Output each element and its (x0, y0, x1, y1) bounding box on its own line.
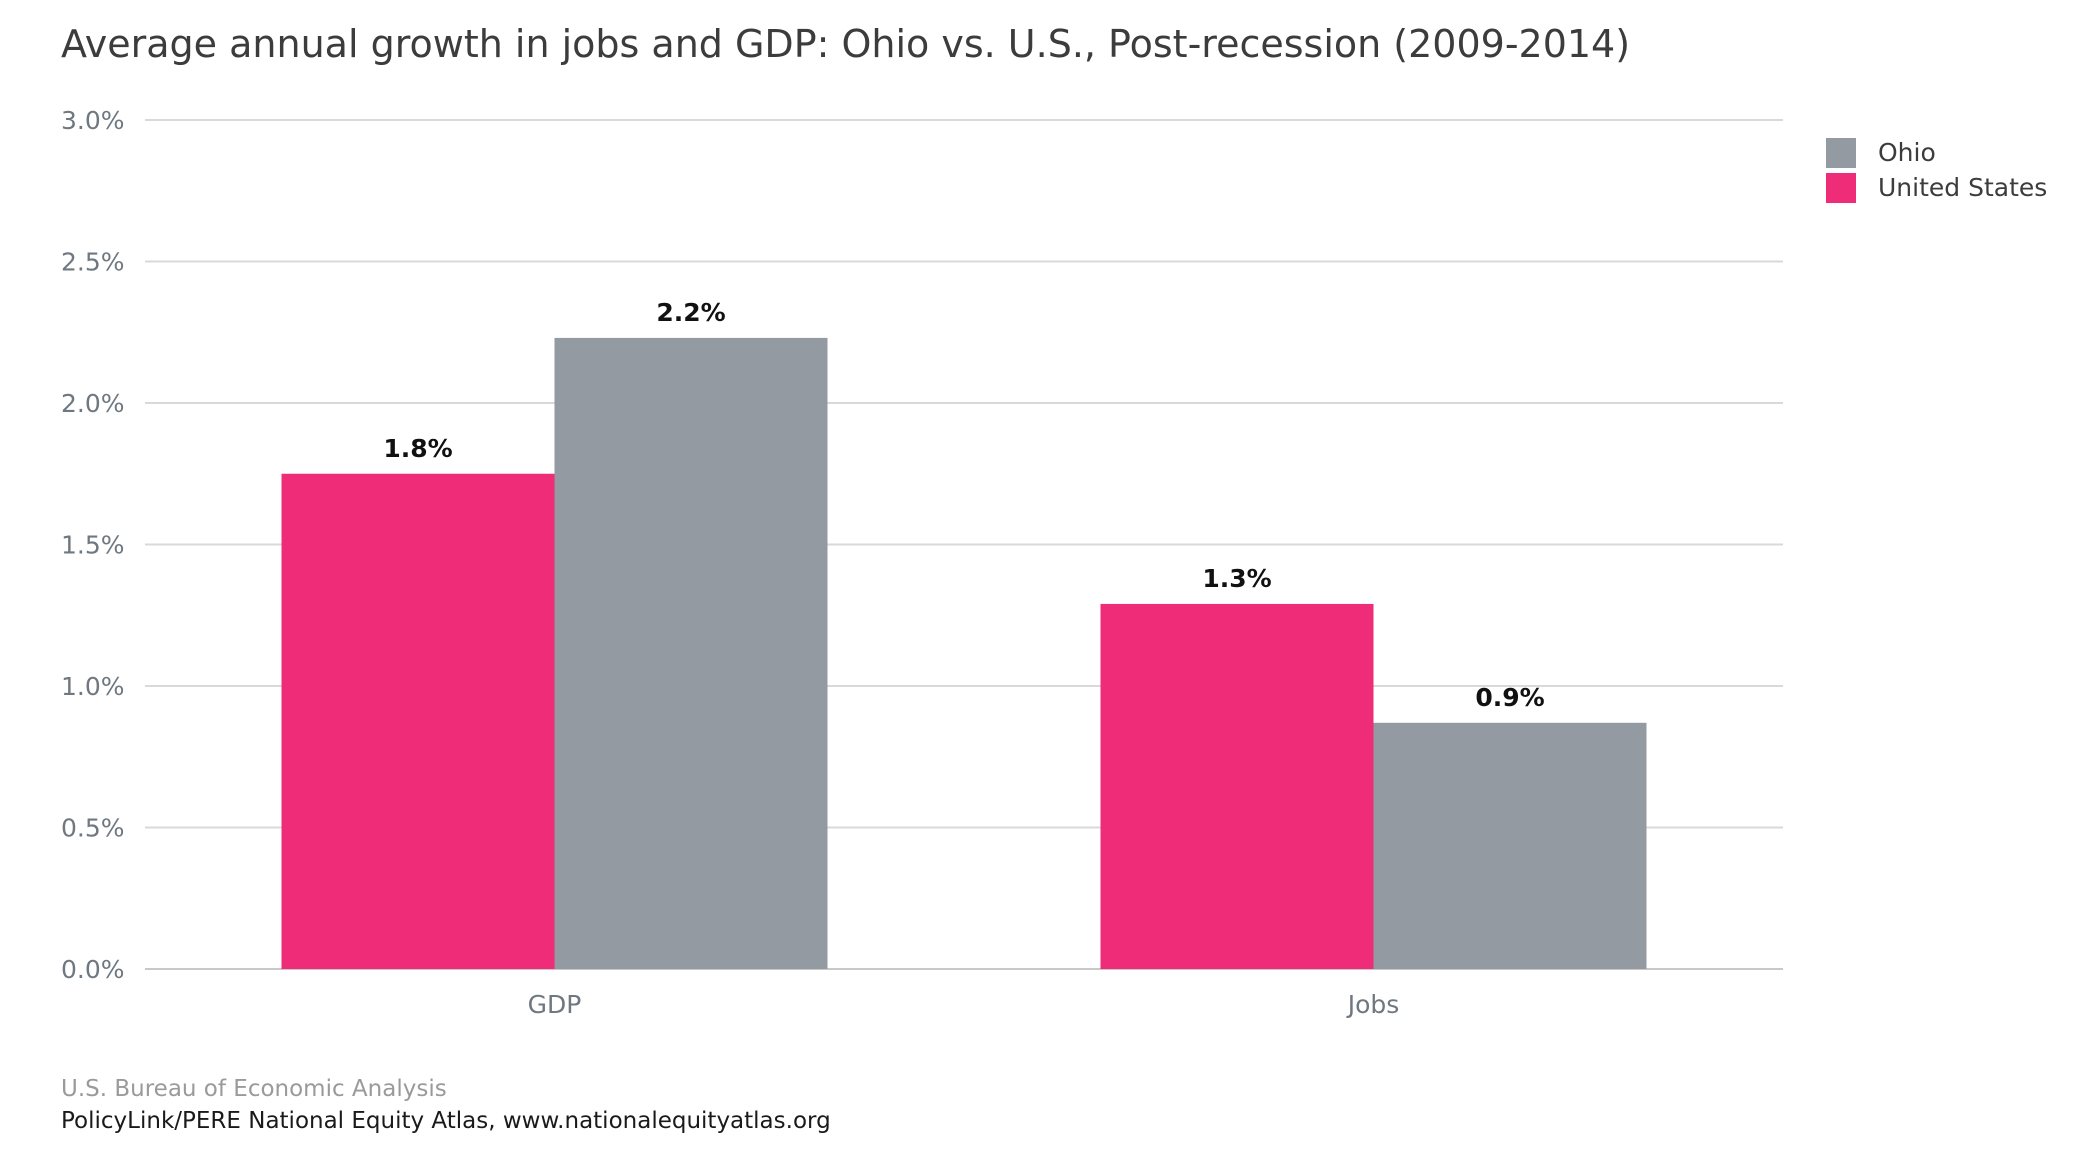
data-label: 2.2% (656, 298, 725, 327)
x-axis-tick-labels: GDP Jobs (528, 990, 1400, 1019)
bar-ohio-jobs (1373, 722, 1647, 969)
legend: Ohio United States (1826, 135, 2047, 205)
bars (281, 337, 1647, 969)
source-note: U.S. Bureau of Economic Analysis (61, 1076, 447, 1102)
bar-ohio-gdp (554, 337, 828, 969)
y-tick-label: 1.0% (61, 672, 125, 701)
x-tick-label: Jobs (1346, 990, 1400, 1019)
legend-swatch-ohio (1826, 137, 1856, 168)
data-labels: 1.8% 2.2% 1.3% 0.9% (383, 298, 1544, 712)
legend-item-united-states: United States (1826, 170, 2047, 205)
data-label: 0.9% (1475, 683, 1544, 712)
legend-item-ohio: Ohio (1826, 135, 2047, 170)
y-tick-label: 2.0% (61, 389, 125, 418)
chart-title: Average annual growth in jobs and GDP: O… (61, 22, 1631, 66)
y-tick-label: 0.5% (61, 814, 125, 843)
y-tick-label: 3.0% (61, 106, 125, 135)
bar-united-states-jobs (1100, 603, 1374, 969)
y-axis-tick-labels: 0.0% 0.5% 1.0% 1.5% 2.0% 2.5% 3.0% (61, 106, 125, 984)
legend-label-united-states: United States (1878, 173, 2048, 202)
bar-united-states-gdp (281, 473, 555, 969)
data-label: 1.3% (1202, 564, 1271, 593)
legend-label-ohio: Ohio (1878, 138, 1936, 167)
y-tick-label: 0.0% (61, 955, 125, 984)
x-tick-label: GDP (528, 990, 582, 1019)
y-tick-label: 2.5% (61, 248, 125, 277)
credit-note: PolicyLink/PERE National Equity Atlas, w… (61, 1108, 831, 1134)
y-tick-label: 1.5% (61, 531, 125, 560)
legend-swatch-united-states (1826, 172, 1856, 203)
data-label: 1.8% (383, 434, 452, 463)
